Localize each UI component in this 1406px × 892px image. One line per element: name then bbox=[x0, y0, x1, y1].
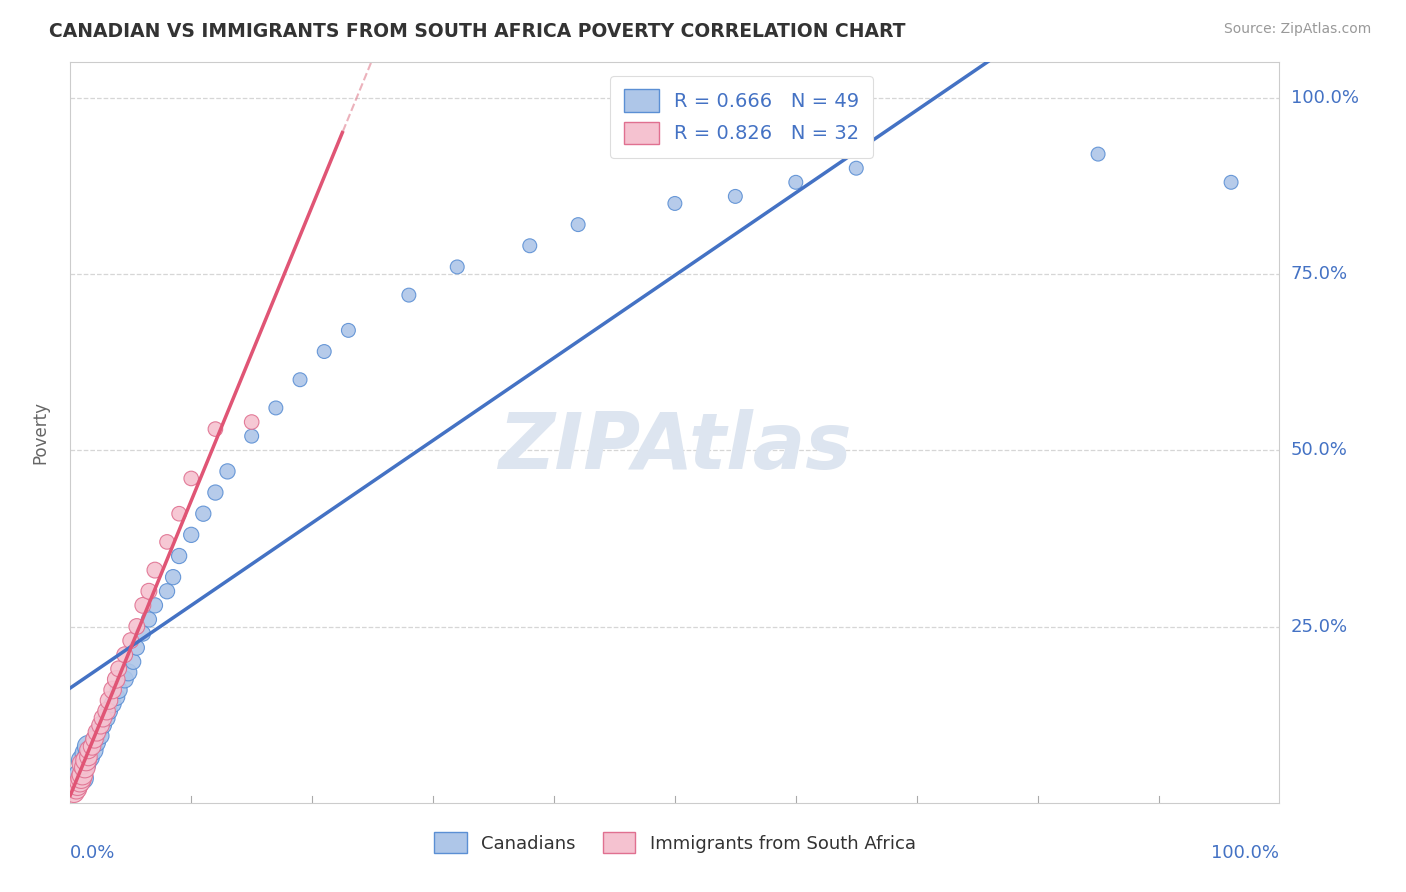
Point bbox=[83, 732, 105, 747]
Point bbox=[65, 778, 87, 792]
Legend: Canadians, Immigrants from South Africa: Canadians, Immigrants from South Africa bbox=[427, 825, 922, 861]
Point bbox=[69, 767, 91, 781]
Point bbox=[86, 725, 108, 739]
Point bbox=[83, 732, 105, 747]
Point bbox=[77, 750, 100, 764]
Point bbox=[101, 697, 124, 711]
Point bbox=[98, 693, 121, 707]
Point bbox=[567, 218, 589, 232]
Point bbox=[105, 673, 128, 687]
Text: Poverty: Poverty bbox=[31, 401, 49, 464]
Point bbox=[193, 507, 215, 521]
Point bbox=[75, 747, 97, 761]
Text: 0.0%: 0.0% bbox=[70, 844, 115, 862]
Point bbox=[65, 781, 87, 796]
Point bbox=[167, 507, 190, 521]
Point bbox=[96, 711, 118, 725]
Point bbox=[72, 771, 94, 785]
Point bbox=[143, 563, 166, 577]
Point bbox=[156, 535, 179, 549]
Point bbox=[240, 429, 263, 443]
Text: CANADIAN VS IMMIGRANTS FROM SOUTH AFRICA POVERTY CORRELATION CHART: CANADIAN VS IMMIGRANTS FROM SOUTH AFRICA… bbox=[49, 22, 905, 41]
Point bbox=[98, 704, 121, 718]
Point bbox=[70, 771, 93, 785]
Point bbox=[90, 718, 111, 732]
Point bbox=[264, 401, 287, 415]
Point bbox=[66, 778, 89, 792]
Point bbox=[446, 260, 468, 274]
Point bbox=[114, 673, 136, 687]
Point bbox=[519, 239, 541, 253]
Point bbox=[240, 415, 263, 429]
Text: 50.0%: 50.0% bbox=[1291, 442, 1347, 459]
Point bbox=[91, 718, 114, 732]
Point bbox=[105, 690, 128, 704]
Point bbox=[114, 648, 136, 662]
Point bbox=[337, 323, 360, 337]
Point bbox=[167, 549, 190, 563]
Point bbox=[107, 683, 129, 698]
Point bbox=[96, 704, 118, 718]
Point bbox=[90, 729, 111, 743]
Text: 25.0%: 25.0% bbox=[1291, 617, 1348, 635]
Point bbox=[1220, 175, 1243, 189]
Point bbox=[67, 774, 90, 789]
Point bbox=[125, 619, 148, 633]
Point bbox=[91, 711, 114, 725]
Point bbox=[77, 750, 100, 764]
Point bbox=[69, 774, 91, 789]
Point bbox=[845, 161, 868, 176]
Point bbox=[156, 584, 179, 599]
Point bbox=[125, 640, 148, 655]
Point bbox=[120, 633, 142, 648]
Point bbox=[724, 189, 747, 203]
Point bbox=[138, 584, 160, 599]
Point bbox=[77, 743, 100, 757]
Point bbox=[314, 344, 336, 359]
Point bbox=[785, 175, 807, 189]
Point bbox=[72, 757, 94, 772]
Point bbox=[1087, 147, 1109, 161]
Point bbox=[107, 662, 129, 676]
Point bbox=[217, 464, 239, 478]
Point bbox=[80, 739, 103, 754]
Point bbox=[180, 528, 202, 542]
Point bbox=[63, 785, 86, 799]
Point bbox=[87, 725, 110, 739]
Point bbox=[117, 665, 139, 680]
Point bbox=[138, 612, 160, 626]
Point bbox=[132, 626, 155, 640]
Point bbox=[73, 760, 96, 774]
Text: 100.0%: 100.0% bbox=[1212, 844, 1279, 862]
Point bbox=[288, 373, 311, 387]
Point bbox=[664, 196, 686, 211]
Text: Source: ZipAtlas.com: Source: ZipAtlas.com bbox=[1223, 22, 1371, 37]
Point bbox=[72, 767, 94, 781]
Point bbox=[122, 655, 145, 669]
Point bbox=[204, 422, 226, 436]
Text: 100.0%: 100.0% bbox=[1291, 88, 1358, 107]
Point bbox=[162, 570, 184, 584]
Point bbox=[204, 485, 226, 500]
Point bbox=[143, 599, 166, 613]
Point bbox=[75, 754, 97, 768]
Point bbox=[132, 599, 155, 613]
Point bbox=[398, 288, 420, 302]
Point bbox=[180, 471, 202, 485]
Point bbox=[80, 743, 103, 757]
Point bbox=[72, 754, 94, 768]
Point bbox=[77, 739, 100, 754]
Text: 75.0%: 75.0% bbox=[1291, 265, 1348, 283]
Point bbox=[86, 736, 108, 750]
Point bbox=[101, 683, 124, 698]
Point bbox=[73, 757, 96, 772]
Text: ZIPAtlas: ZIPAtlas bbox=[498, 409, 852, 485]
